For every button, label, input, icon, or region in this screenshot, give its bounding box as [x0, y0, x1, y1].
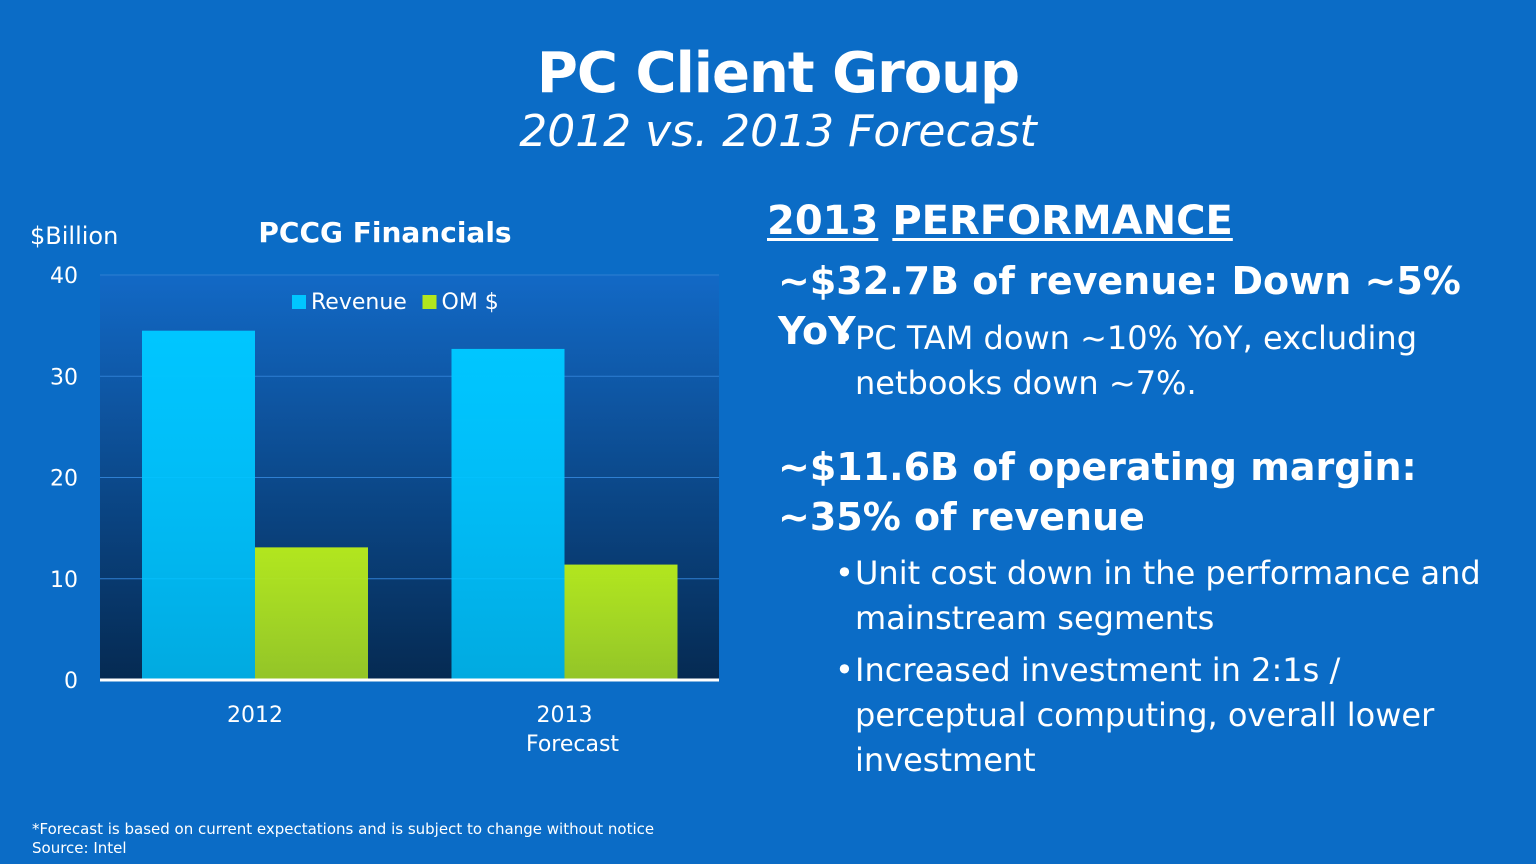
legend: Revenue OM $: [292, 290, 499, 315]
y-tick-label: 10: [50, 568, 78, 593]
margin-bullet-2: • Increased investment in 2:1s / percept…: [835, 648, 1515, 783]
y-tick-label: 20: [50, 467, 78, 492]
margin-bullet-text-2: Increased investment in 2:1s / perceptua…: [855, 651, 1435, 779]
legend-swatch: [292, 295, 306, 309]
chart-title: PCCG Financials: [258, 216, 512, 249]
bar-om-0: [255, 547, 368, 680]
y-axis-unit-label: $Billion: [30, 222, 119, 250]
bullet-dot: •: [835, 651, 854, 689]
bullet-dot: •: [835, 554, 854, 592]
margin-bullet-1: • Unit cost down in the performance and …: [835, 551, 1515, 641]
bar-revenue-0: [142, 330, 255, 680]
bullet-dot: •: [835, 319, 854, 357]
y-tick-label: 30: [50, 365, 78, 390]
legend-swatch: [422, 295, 437, 309]
axes: 0 10 20 30 40 2012 2013 Forecast: [50, 264, 719, 757]
slide-subtitle: 2012 vs. 2013 Forecast: [519, 106, 1037, 157]
performance-heading-year: 2013: [767, 198, 879, 244]
footnote: *Forecast is based on current expectatio…: [32, 820, 654, 858]
footnote-forecast-disclaimer: *Forecast is based on current expectatio…: [32, 820, 655, 838]
revenue-headline: ~$32.7B of revenue: Down ~5% YoY: [778, 259, 1461, 353]
y-tick-label: 40: [50, 264, 78, 289]
revenue-bullet: • PC TAM down ~10% YoY, excluding netboo…: [835, 316, 1515, 406]
y-tick-label: 0: [64, 669, 78, 694]
footnote-source: Source: Intel: [32, 839, 127, 857]
revenue-bullet-text: PC TAM down ~10% YoY, excluding netbooks…: [855, 319, 1417, 402]
margin-bullet-text-1: Unit cost down in the performance and ma…: [855, 554, 1481, 637]
legend-label: Revenue: [311, 290, 407, 315]
x-tick-label: 2012: [227, 703, 283, 728]
margin-headline: ~$11.6B of operating margin: ~35% of rev…: [778, 445, 1417, 539]
bar-om-1: [564, 564, 678, 680]
performance-heading-label: PERFORMANCE: [892, 198, 1233, 244]
legend-label: OM $: [442, 290, 499, 315]
slide-title: PC Client Group: [536, 41, 1020, 106]
bar-revenue-1: [451, 348, 565, 680]
pccg-financials-chart: 0 10 20 30 40 2012 2013 Forecast Revenue OM $: [50, 264, 719, 757]
performance-heading: 2013 PERFORMANCE: [767, 197, 1233, 245]
x-tick-label: 2013 Forecast: [526, 703, 619, 757]
bars: [142, 330, 678, 680]
